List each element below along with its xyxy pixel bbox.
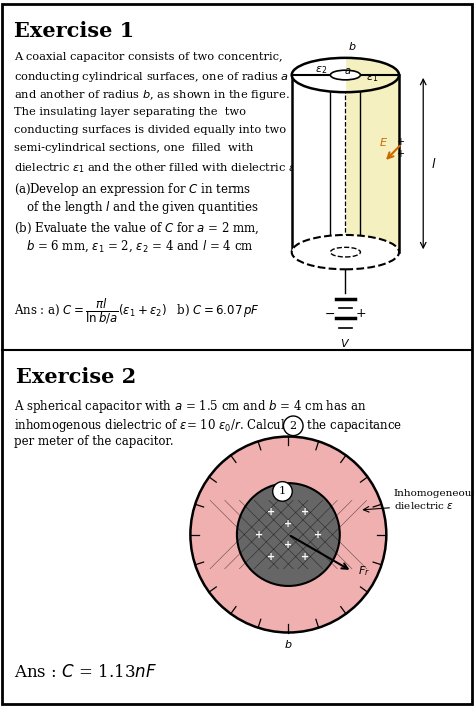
Text: $\varepsilon_2$: $\varepsilon_2$ bbox=[315, 64, 328, 76]
Text: conducting surfaces is divided equally into two: conducting surfaces is divided equally i… bbox=[14, 125, 287, 135]
Text: +: + bbox=[267, 552, 275, 561]
Text: $b$ = 6 mm, $\varepsilon_1$ = 2, $\varepsilon_2$ = 4 and $l$ = 4 cm: $b$ = 6 mm, $\varepsilon_1$ = 2, $\varep… bbox=[26, 239, 254, 254]
Text: +: + bbox=[267, 508, 275, 518]
Text: $+$: $+$ bbox=[355, 307, 366, 320]
Ellipse shape bbox=[292, 235, 399, 269]
Polygon shape bbox=[292, 58, 346, 92]
Text: A coaxial capacitor consists of two concentric,: A coaxial capacitor consists of two conc… bbox=[14, 52, 283, 62]
Circle shape bbox=[237, 483, 340, 586]
Text: $F_r$: $F_r$ bbox=[358, 564, 370, 578]
Text: per meter of the capacitor.: per meter of the capacitor. bbox=[14, 435, 174, 448]
Circle shape bbox=[273, 481, 292, 501]
Text: $E$: $E$ bbox=[379, 136, 388, 148]
Ellipse shape bbox=[330, 247, 360, 257]
Text: (a)Develop an expression for $C$ in terms: (a)Develop an expression for $C$ in term… bbox=[14, 181, 252, 198]
Text: conducting cylindrical surfaces, one of radius $a$: conducting cylindrical surfaces, one of … bbox=[14, 70, 290, 84]
Text: Inhomogeneous
dielectric $\varepsilon$: Inhomogeneous dielectric $\varepsilon$ bbox=[393, 489, 474, 511]
Text: 2: 2 bbox=[290, 421, 297, 430]
Text: +: + bbox=[396, 149, 404, 159]
Text: $b$: $b$ bbox=[347, 40, 356, 52]
Circle shape bbox=[191, 437, 386, 632]
Text: A spherical capacitor with $a$ = 1.5 cm and $b$ = 4 cm has an: A spherical capacitor with $a$ = 1.5 cm … bbox=[14, 398, 367, 415]
Circle shape bbox=[283, 416, 303, 435]
Ellipse shape bbox=[330, 70, 360, 80]
Text: $b$: $b$ bbox=[284, 639, 292, 651]
Text: $l$: $l$ bbox=[431, 156, 437, 171]
Text: inhomogenous dielectric of $\varepsilon$= 10 $\varepsilon_0$/$r$. Calculate the : inhomogenous dielectric of $\varepsilon$… bbox=[14, 416, 403, 433]
Text: Exercise 2: Exercise 2 bbox=[17, 367, 137, 387]
Text: +: + bbox=[301, 552, 310, 561]
Text: The insulating layer separating the  two: The insulating layer separating the two bbox=[14, 107, 246, 117]
Text: $-$: $-$ bbox=[324, 307, 335, 320]
Text: (b) Evaluate the value of $C$ for $a$ = 2 mm,: (b) Evaluate the value of $C$ for $a$ = … bbox=[14, 221, 260, 236]
Text: +: + bbox=[255, 530, 263, 539]
Text: Ans : $C$ = 1.13$nF$: Ans : $C$ = 1.13$nF$ bbox=[14, 664, 157, 681]
Text: +: + bbox=[301, 508, 310, 518]
Polygon shape bbox=[346, 58, 399, 92]
Text: semi-cylindrical sections, one  filled  with: semi-cylindrical sections, one filled wi… bbox=[14, 143, 254, 153]
Text: Ans : a) $C = \dfrac{\pi l}{\ln b/a}(\varepsilon_1+\varepsilon_2)$   b) $C = 6.0: Ans : a) $C = \dfrac{\pi l}{\ln b/a}(\va… bbox=[14, 297, 260, 326]
Text: 1: 1 bbox=[279, 486, 286, 496]
Text: +: + bbox=[284, 519, 292, 529]
Text: +: + bbox=[284, 540, 292, 550]
Text: Exercise 1: Exercise 1 bbox=[14, 21, 135, 42]
Text: dielectric $\varepsilon_1$ and the other filled with dielectric $\varepsilon_2$: dielectric $\varepsilon_1$ and the other… bbox=[14, 161, 301, 175]
Text: and another of radius $b$, as shown in the figure.: and another of radius $b$, as shown in t… bbox=[14, 88, 290, 103]
Text: of the length $l$ and the given quantities: of the length $l$ and the given quantiti… bbox=[26, 198, 259, 215]
Text: $V$: $V$ bbox=[340, 338, 351, 350]
Text: $\varepsilon_1$: $\varepsilon_1$ bbox=[366, 72, 378, 84]
Text: +: + bbox=[314, 530, 322, 539]
Text: $a$: $a$ bbox=[344, 66, 351, 76]
Text: +: + bbox=[396, 137, 404, 147]
